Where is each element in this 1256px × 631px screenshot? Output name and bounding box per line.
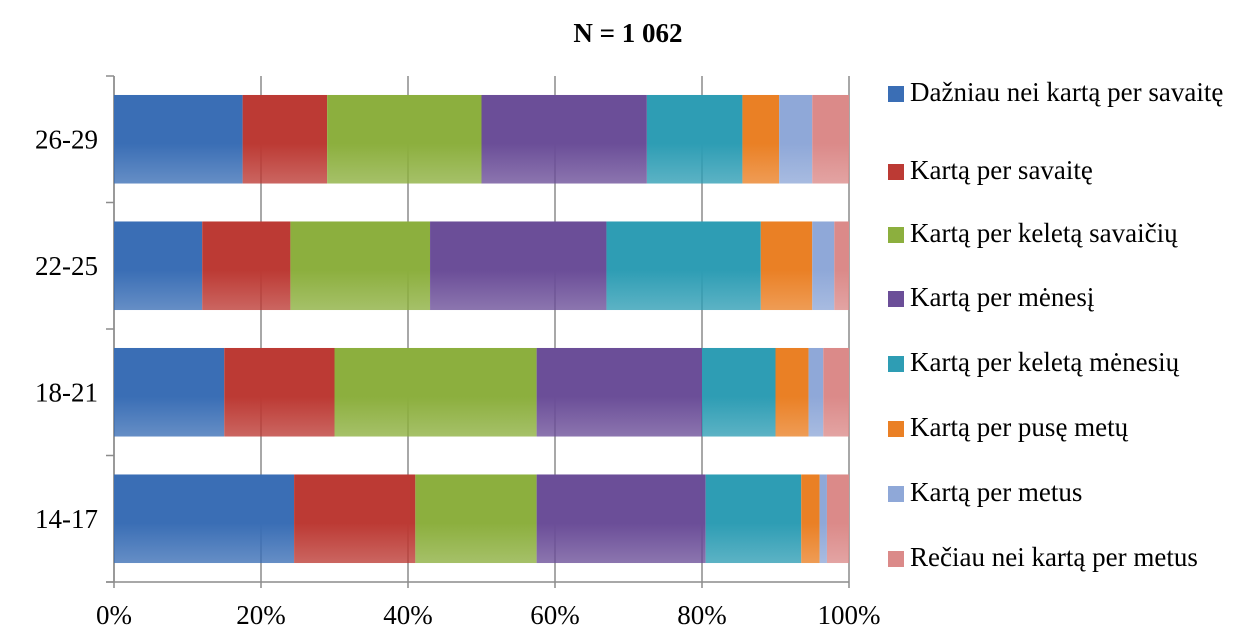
legend-swatch bbox=[888, 227, 904, 243]
y-tick-label: 22-25 bbox=[35, 251, 98, 281]
legend-swatch bbox=[888, 86, 904, 102]
bar-segment bbox=[812, 94, 849, 184]
legend-swatch bbox=[888, 356, 904, 372]
legend-item: Kartą per mėnesį bbox=[888, 281, 1250, 313]
bar-segment bbox=[327, 94, 482, 184]
bar-segment bbox=[606, 221, 761, 311]
x-tick-label: 60% bbox=[530, 600, 580, 630]
bar-segment bbox=[290, 221, 431, 311]
legend-item: Kartą per metus bbox=[888, 476, 1250, 508]
bar-segment bbox=[481, 94, 647, 184]
bar-segment bbox=[114, 347, 225, 437]
bar-segment bbox=[819, 474, 827, 564]
legend-swatch bbox=[888, 421, 904, 437]
bar-segment bbox=[779, 94, 813, 184]
x-tick-label: 40% bbox=[383, 600, 433, 630]
legend-label: Kartą per savaitę bbox=[910, 155, 1093, 185]
legend-label: Kartą per mėnesį bbox=[910, 282, 1095, 312]
bar-segment bbox=[114, 94, 243, 184]
bar-segment bbox=[334, 347, 537, 437]
bar-segment bbox=[242, 94, 328, 184]
bar-segment bbox=[646, 94, 743, 184]
legend-label: Dažniau nei kartą per savaitę bbox=[910, 77, 1224, 107]
legend-item: Kartą per keletą savaičių bbox=[888, 217, 1250, 249]
x-tick-label: 80% bbox=[677, 600, 727, 630]
legend-item: Dažniau nei kartą per savaitę bbox=[888, 76, 1250, 108]
bar-segment bbox=[808, 347, 824, 437]
bar-segment bbox=[760, 221, 813, 311]
legend-label: Kartą per keletą mėnesių bbox=[910, 347, 1180, 377]
legend-swatch bbox=[888, 486, 904, 502]
bar-segment bbox=[415, 474, 537, 564]
x-tick-label: 0% bbox=[96, 600, 132, 630]
bar-segment bbox=[294, 474, 416, 564]
x-tick-label: 20% bbox=[236, 600, 286, 630]
bar-segment bbox=[834, 221, 849, 311]
bar-segment bbox=[812, 221, 835, 311]
legend-item: Kartą per pusę metų bbox=[888, 411, 1250, 443]
bar-segment bbox=[775, 347, 809, 437]
bar-segment bbox=[823, 347, 849, 437]
legend-item: Kartą per savaitę bbox=[888, 154, 1250, 186]
chart-title: N = 1 062 bbox=[573, 18, 683, 48]
legend-swatch bbox=[888, 164, 904, 180]
legend-item: Kartą per keletą mėnesių bbox=[888, 346, 1250, 378]
bar-segment bbox=[114, 221, 203, 311]
bar-segment bbox=[742, 94, 780, 184]
y-tick-label: 14-17 bbox=[35, 504, 98, 534]
bar-segment bbox=[826, 474, 849, 564]
y-tick-label: 18-21 bbox=[35, 377, 98, 407]
legend-label: Kartą per metus bbox=[910, 477, 1083, 507]
y-tick-label: 26-29 bbox=[35, 124, 98, 154]
legend-label: Kartą per pusę metų bbox=[910, 412, 1129, 442]
bar-segment bbox=[801, 474, 820, 564]
bar-segment bbox=[536, 474, 706, 564]
legend-swatch bbox=[888, 291, 904, 307]
bar-segment bbox=[430, 221, 607, 311]
bar-segment bbox=[114, 474, 295, 564]
bar-segment bbox=[202, 221, 291, 311]
bar-segment bbox=[224, 347, 335, 437]
bar-segment bbox=[705, 474, 802, 564]
bar-segment bbox=[702, 347, 776, 437]
legend-label: Rečiau nei kartą per metus bbox=[910, 542, 1198, 572]
bar-segment bbox=[536, 347, 702, 437]
legend-item: Rečiau nei kartą per metus bbox=[888, 541, 1250, 573]
legend-swatch bbox=[888, 551, 904, 567]
x-tick-label: 100% bbox=[818, 600, 881, 630]
legend-label: Kartą per keletą savaičių bbox=[910, 218, 1178, 248]
